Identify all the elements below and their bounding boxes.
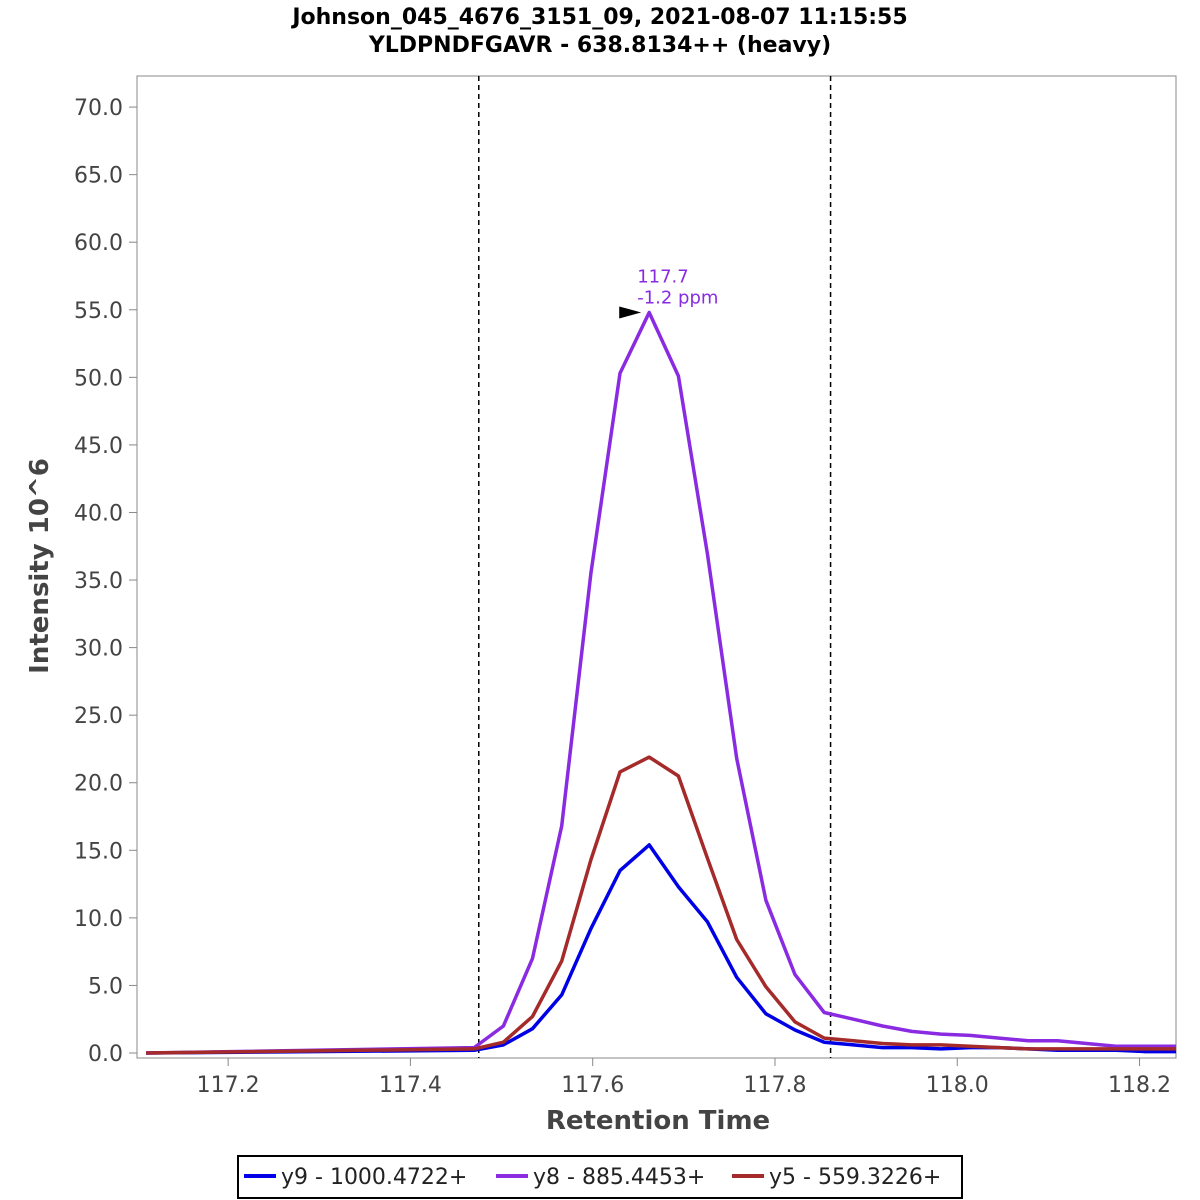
legend: y9 - 1000.4722+ y8 - 885.4453+ y5 - 559.…	[237, 1155, 963, 1199]
y-tick-label: 65.0	[74, 164, 123, 189]
y-tick-label: 50.0	[74, 366, 123, 391]
y-axis-label: Intensity 10^6	[25, 458, 55, 674]
x-tick-label: 117.4	[379, 1073, 442, 1098]
y-tick-label: 40.0	[74, 501, 123, 526]
y-tick-label: 10.0	[74, 907, 123, 932]
peak-rt-label: 117.7	[637, 266, 689, 287]
integration-boundaries	[478, 76, 832, 1058]
y-tick-label: 60.0	[74, 231, 123, 256]
plot-area	[136, 75, 1177, 1059]
y-tick-label: 0.0	[88, 1042, 123, 1067]
x-tick-label: 117.6	[561, 1073, 624, 1098]
x-tick-label: 118.2	[1108, 1073, 1171, 1098]
chart-title: Johnson_045_4676_3151_09, 2021-08-07 11:…	[290, 5, 907, 30]
series-line-y8	[146, 310, 1176, 1055]
y-tick-label: 70.0	[74, 96, 123, 121]
legend-box	[237, 1155, 963, 1199]
x-tick-label: 117.8	[743, 1073, 806, 1098]
x-tick-label: 117.2	[197, 1073, 260, 1098]
y-tick-label: 45.0	[74, 434, 123, 459]
y-tick-label: 30.0	[74, 637, 123, 662]
legend-label-y5: y5 - 559.3226+	[769, 1165, 941, 1190]
y-tick-label: 15.0	[74, 839, 123, 864]
y-tick-label: 55.0	[74, 299, 123, 324]
x-axis-label: Retention Time	[546, 1106, 770, 1136]
y-tick-label: 20.0	[74, 772, 123, 797]
y-axis: 0.0 5.0 10.0 15.0 20.0 25.0 30.0 35.0 40.0 45.0 50…	[74, 96, 137, 1067]
series-line-y5	[146, 755, 1176, 1055]
x-axis: 117.2 117.4 117.6 117.8 118.0 118.2	[197, 1058, 1171, 1098]
x-tick-label: 118.0	[926, 1073, 989, 1098]
y-tick-label: 5.0	[88, 974, 123, 999]
series-layer	[146, 310, 1176, 1055]
legend-label-y8: y8 - 885.4453+	[533, 1165, 705, 1190]
legend-item-y9: y9 - 1000.4722+	[244, 1165, 467, 1190]
peak-annotation: 117.7-1.2 ppm	[619, 266, 718, 319]
y-tick-label: 35.0	[74, 569, 123, 594]
peak-arrow	[619, 306, 642, 319]
chart-subtitle: YLDPNDFGAVR - 638.8134++ (heavy)	[368, 33, 831, 58]
peak-ppm-label: -1.2 ppm	[637, 287, 718, 308]
y-tick-label: 25.0	[74, 704, 123, 729]
legend-item-y5: y5 - 559.3226+	[732, 1165, 941, 1190]
legend-item-y8: y8 - 885.4453+	[496, 1165, 705, 1190]
legend-label-y9: y9 - 1000.4722+	[281, 1165, 467, 1190]
